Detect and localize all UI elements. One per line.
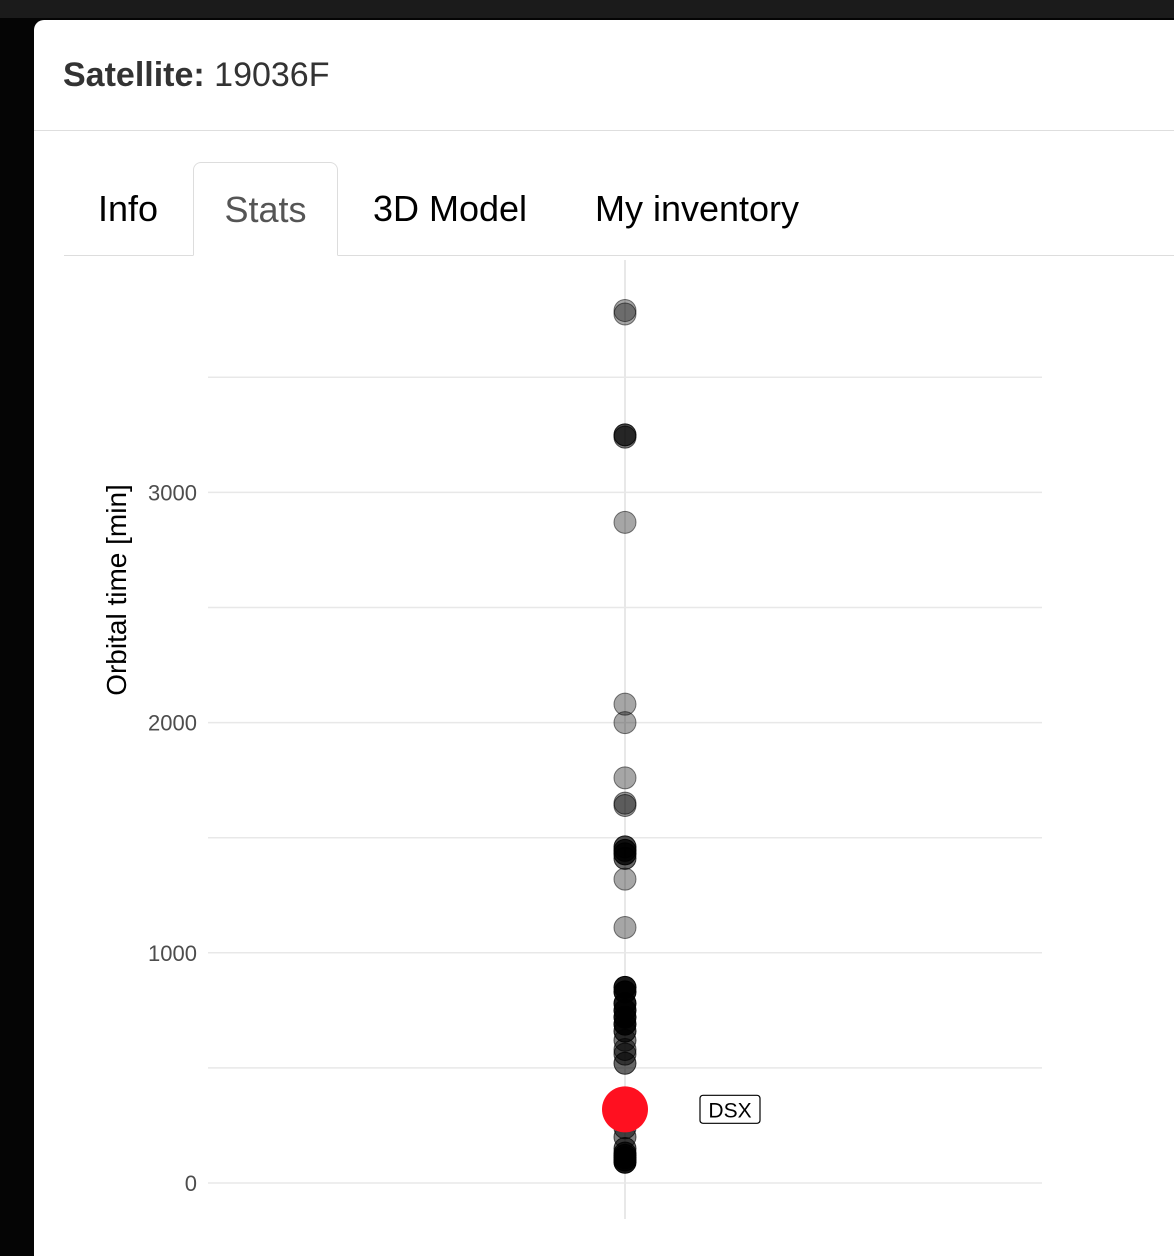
data-point bbox=[613, 510, 637, 534]
y-tick-label: 0 bbox=[185, 1171, 197, 1196]
tab-bar: Info Stats 3D Model My inventory bbox=[64, 162, 1174, 256]
tab-my-inventory[interactable]: My inventory bbox=[594, 188, 800, 229]
orbital-time-chart: 0 1000 2000 3000 Orbital time [min] DSX bbox=[34, 256, 1174, 1256]
satellite-modal: Satellite: 19036F Info Stats 3D Model My… bbox=[34, 20, 1174, 1256]
data-point bbox=[613, 425, 637, 449]
tab-3d-model[interactable]: 3D Model bbox=[372, 188, 528, 229]
y-axis-label: Orbital time [min] bbox=[101, 484, 132, 696]
orbital-time-scatter-svg: 0 1000 2000 3000 Orbital time [min] DSX bbox=[101, 260, 1042, 1219]
data-point bbox=[613, 1051, 637, 1075]
modal-title-value: 19036F bbox=[214, 56, 330, 94]
data-point bbox=[613, 711, 637, 735]
tab-info[interactable]: Info bbox=[97, 188, 159, 229]
data-point bbox=[613, 766, 637, 790]
data-point bbox=[613, 867, 637, 891]
highlight-label: DSX bbox=[699, 1094, 761, 1124]
tab-stats[interactable]: Stats bbox=[193, 162, 338, 256]
modal-title-label: Satellite: bbox=[63, 56, 205, 94]
highlight-label-text: DSX bbox=[708, 1099, 751, 1122]
data-point bbox=[613, 915, 637, 939]
top-bar bbox=[0, 0, 1174, 18]
data-point bbox=[613, 846, 637, 870]
data-point bbox=[613, 299, 637, 323]
y-tick-label: 2000 bbox=[148, 711, 197, 736]
y-tick-label: 3000 bbox=[148, 480, 197, 505]
data-point bbox=[613, 692, 637, 716]
modal-header: Satellite: 19036F bbox=[34, 20, 1174, 131]
modal-title: Satellite: 19036F bbox=[63, 56, 330, 95]
highlight-label-box bbox=[699, 1094, 761, 1124]
highlight-point bbox=[602, 1086, 648, 1133]
data-point bbox=[613, 302, 637, 326]
data-point bbox=[613, 1150, 637, 1174]
y-tick-label: 1000 bbox=[148, 941, 197, 966]
data-point bbox=[613, 793, 637, 817]
